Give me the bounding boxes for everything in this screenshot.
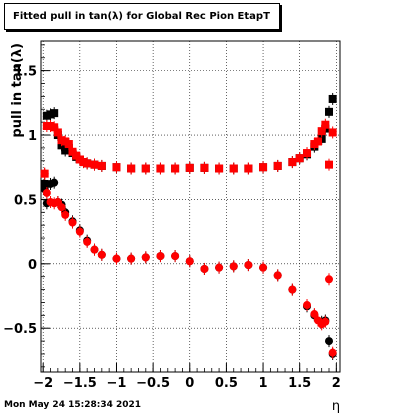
- data-point-circle: [42, 188, 51, 197]
- data-point-circle: [141, 253, 150, 262]
- data-point-square: [229, 164, 238, 173]
- x-tick-label: −1.5: [63, 376, 97, 391]
- x-tick-label: −2: [33, 376, 53, 391]
- y-tick-label: 0: [28, 258, 37, 273]
- timestamp: Mon May 24 15:28:34 2021: [4, 400, 142, 410]
- data-point-square: [171, 164, 180, 173]
- data-point-square: [141, 164, 150, 173]
- data-point-square: [64, 140, 73, 149]
- data-point-circle: [273, 271, 282, 280]
- data-point-circle: [156, 252, 165, 261]
- data-point-circle: [229, 262, 238, 271]
- data-point-square: [317, 127, 326, 136]
- data-point-circle: [75, 227, 84, 236]
- data-point-circle: [57, 203, 66, 212]
- data-point-square: [90, 160, 99, 169]
- data-point-square: [112, 163, 121, 172]
- data-point-square: [288, 158, 297, 167]
- tick-labels: −2 −1.5 −1 −0.5 0 0.5 1 1.5 2 −0.5 0 0.5 1 1.5: [3, 65, 341, 391]
- data-point-circle: [171, 252, 180, 261]
- data-point-square: [328, 94, 337, 103]
- plot-frame: [40, 40, 341, 373]
- x-axis-label: η: [332, 399, 340, 414]
- data-point-circle: [112, 254, 121, 263]
- x-tick-label: 1.5: [288, 376, 311, 391]
- data-point-square: [314, 137, 323, 146]
- data-point-square: [53, 128, 62, 137]
- grid-lines: [41, 41, 340, 372]
- y-tick-label: 0.5: [14, 193, 37, 208]
- data-point-square: [325, 160, 334, 169]
- data-point-circle: [310, 310, 319, 319]
- data-point-circle: [244, 261, 253, 270]
- x-tick-label: 0: [185, 376, 194, 391]
- y-tick-label: −0.5: [3, 322, 37, 337]
- data-point-circle: [303, 301, 312, 310]
- data-point-circle: [259, 263, 268, 272]
- data-point-square: [215, 164, 224, 173]
- data-point-circle: [90, 245, 99, 254]
- data-point-circle: [61, 210, 70, 219]
- data-point-square: [303, 149, 312, 158]
- data-point-square: [200, 163, 209, 172]
- y-axis-label: pull in tan(λ): [10, 43, 25, 138]
- data-point-square: [97, 161, 106, 170]
- data-point-square: [325, 107, 334, 116]
- axis-ticks: [41, 44, 337, 372]
- data-point-circle: [200, 264, 209, 273]
- data-point-square: [328, 128, 337, 137]
- data-point-square: [127, 164, 136, 173]
- x-tick-label: 1: [259, 376, 268, 391]
- data-point-circle: [50, 178, 59, 187]
- x-tick-label: 0.5: [215, 376, 238, 391]
- data-point-square: [244, 164, 253, 173]
- data-point-circle: [185, 257, 194, 266]
- y-tick-label: 1.5: [14, 65, 37, 80]
- data-point-circle: [325, 275, 334, 284]
- data-point-circle: [321, 317, 330, 326]
- data-point-square: [50, 123, 59, 132]
- data-point-square: [259, 163, 268, 172]
- data-point-circle: [83, 237, 92, 246]
- data-point-square: [295, 154, 304, 163]
- data-markers: [40, 92, 337, 360]
- data-point-square: [321, 120, 330, 129]
- data-point-square: [83, 159, 92, 168]
- data-point-circle: [40, 169, 49, 178]
- x-tick-label: 2: [332, 376, 341, 391]
- data-point-square: [156, 164, 165, 173]
- data-point-circle: [68, 218, 77, 227]
- data-point-square: [273, 161, 282, 170]
- data-point-circle: [215, 263, 224, 272]
- data-point-square: [185, 163, 194, 172]
- data-point-square: [50, 109, 59, 118]
- y-tick-label: 1: [28, 129, 37, 144]
- chart-title: Fitted pull in tan(λ) for Global Rec Pio…: [4, 3, 280, 30]
- data-point-circle: [127, 254, 136, 263]
- x-tick-label: −1: [107, 376, 127, 391]
- data-point-circle: [97, 250, 106, 259]
- data-point-circle: [288, 285, 297, 294]
- data-point-circle: [328, 348, 337, 357]
- x-tick-label: −0.5: [136, 376, 170, 391]
- data-point-circle: [325, 337, 334, 346]
